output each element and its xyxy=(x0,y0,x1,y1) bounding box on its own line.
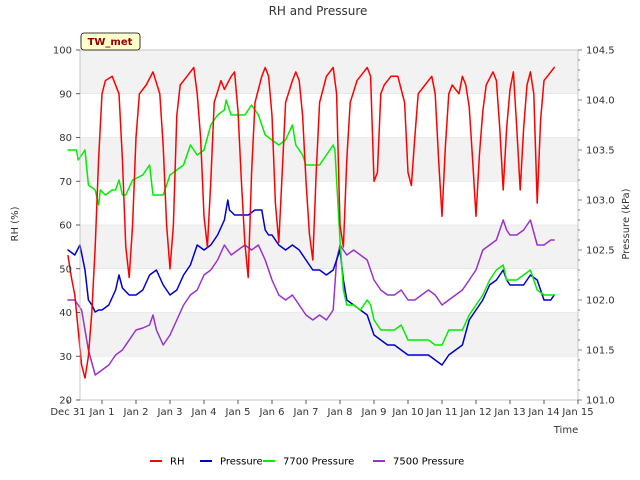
y-left-tick-label: 100 xyxy=(53,46,72,57)
x-tick-label: Jan 3 xyxy=(157,407,183,418)
x-tick-label: Jan 12 xyxy=(459,407,491,418)
legend-label-pressure: Pressure xyxy=(220,457,263,468)
plot-band xyxy=(80,225,578,269)
x-tick-label: Jan 13 xyxy=(493,407,525,418)
y-left-tick-label: 90 xyxy=(59,89,72,100)
series-line-rh xyxy=(67,66,555,379)
x-axis: Dec 31 Jan 1 Jan 2 Jan 3 Jan 4 Jan 5 Jan 6 Jan … xyxy=(50,400,594,418)
x-tick-label: Jan 9 xyxy=(361,407,387,418)
y-left-tick-label: 50 xyxy=(59,264,72,275)
plot-band xyxy=(80,356,578,400)
x-axis-title: Time xyxy=(553,425,578,436)
plot-band xyxy=(80,181,578,225)
x-tick-label: Jan 1 xyxy=(89,407,115,418)
x-tick-label: Jan 4 xyxy=(191,407,217,418)
series-layer xyxy=(67,66,555,379)
chart-title: RH and Pressure xyxy=(269,4,368,18)
y-axis-right-title: Pressure (kPa) xyxy=(621,188,632,259)
x-tick-label: Jan 8 xyxy=(327,407,353,418)
y-left-tick-label: 80 xyxy=(59,133,72,144)
x-tick-label: Jan 11 xyxy=(425,407,457,418)
y-axis-left-title: RH (%) xyxy=(10,206,21,241)
plot-band xyxy=(80,312,578,357)
y-left-tick-label: 70 xyxy=(59,177,72,188)
y-right-tick-label: 103.0 xyxy=(586,196,615,207)
legend-label-7500-pressure: 7500 Pressure xyxy=(393,457,464,468)
x-tick-label: Jan 2 xyxy=(123,407,149,418)
plot-band xyxy=(80,268,578,313)
legend-label-7700-pressure: 7700 Pressure xyxy=(283,457,354,468)
plot-background xyxy=(80,50,578,400)
series-line-pressure xyxy=(67,199,555,366)
y-left-tick-label: 20 xyxy=(59,396,72,407)
plot-band xyxy=(80,93,578,138)
x-tick-label: Jan 15 xyxy=(561,407,593,418)
y-right-tick-label: 102.5 xyxy=(586,246,615,257)
x-tick-label: Jan 7 xyxy=(293,407,319,418)
y-right-tick-label: 104.0 xyxy=(586,96,615,107)
series-line-7500-pressure xyxy=(67,219,555,376)
y-left-tick-label: 60 xyxy=(59,221,72,232)
x-tick-label: Jan 10 xyxy=(391,407,423,418)
x-tick-label: Jan 14 xyxy=(527,407,559,418)
y-axis-right: 101.0 101.5 102.0 102.5 103.0 103.5 104.0 104.5 xyxy=(578,46,615,407)
y-right-tick-label: 101.5 xyxy=(586,346,615,357)
x-tick-label: Jan 5 xyxy=(225,407,251,418)
x-tick-label: Dec 31 xyxy=(50,407,85,418)
y-right-tick-label: 102.0 xyxy=(586,296,615,307)
y-right-tick-label: 103.5 xyxy=(586,146,615,157)
site-badge: TW_met xyxy=(80,32,141,51)
legend: RH Pressure 7700 Pressure 7500 Pressure xyxy=(150,457,464,468)
site-badge-label: TW_met xyxy=(88,37,133,48)
y-left-tick-label: 40 xyxy=(59,308,72,319)
x-tick-label: Jan 6 xyxy=(259,407,285,418)
y-right-tick-label: 101.0 xyxy=(586,396,615,407)
y-axis-left: 20 30 40 50 60 70 80 90 100 xyxy=(53,46,80,407)
y-left-tick-label: 30 xyxy=(59,352,72,363)
y-right-tick-label: 104.5 xyxy=(586,46,615,57)
legend-label-rh: RH xyxy=(170,457,184,468)
site-badge-box xyxy=(80,32,141,51)
